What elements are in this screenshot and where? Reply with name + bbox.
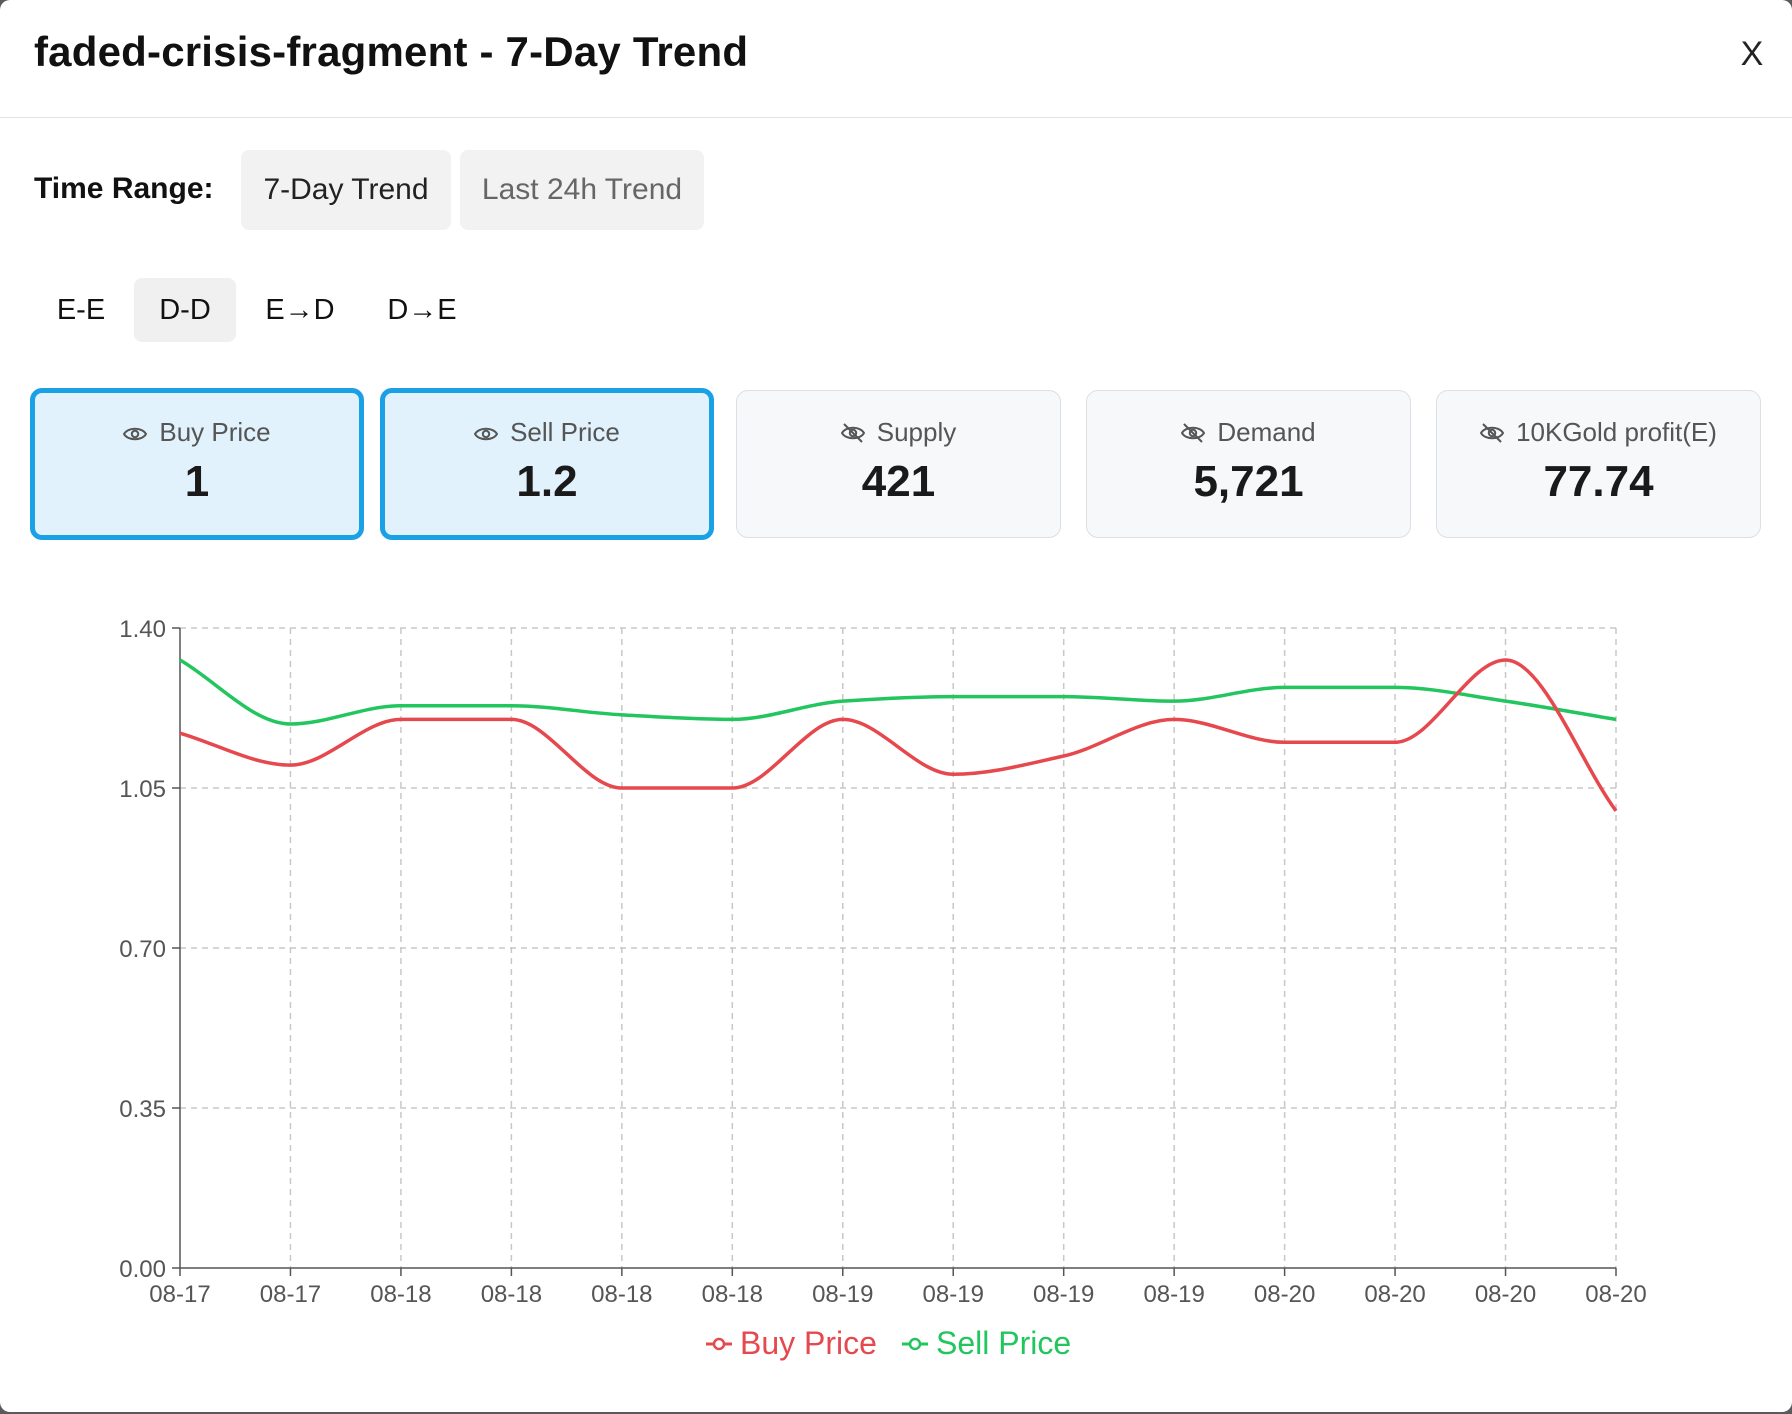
x-tick-label: 08-18: [481, 1281, 542, 1308]
eye-off-icon: [1479, 423, 1505, 443]
eye-icon: [473, 427, 499, 441]
legend-buy-price-label: Buy Price: [740, 1325, 877, 1361]
supply-card-label: Supply: [737, 417, 1060, 448]
x-tick-label: 08-19: [1033, 1281, 1094, 1308]
x-tick-label: 08-19: [812, 1281, 873, 1308]
y-tick-label: 0.00: [119, 1256, 166, 1283]
time-range-label: Time Range:: [34, 172, 214, 205]
x-tick-label: 08-20: [1254, 1281, 1315, 1308]
profit-label-text: 10KGold profit(E): [1516, 417, 1717, 447]
legend-sell-price-label: Sell Price: [936, 1325, 1071, 1361]
demand-card[interactable]: Demand 5,721: [1086, 390, 1411, 538]
sell-price-card[interactable]: Sell Price 1.2: [380, 388, 714, 540]
profit-card-label: 10KGold profit(E): [1437, 417, 1760, 448]
legend-sell-price[interactable]: Sell Price: [902, 1325, 1071, 1361]
buy-price-value: 1: [184, 457, 210, 506]
x-tick-label: 08-18: [702, 1281, 763, 1308]
y-tick-label: 0.35: [119, 1096, 166, 1123]
modal-title: faded-crisis-fragment - 7-Day Trend: [34, 28, 749, 75]
x-tick-label: 08-20: [1585, 1281, 1646, 1308]
mode-d-d-button[interactable]: D-D: [134, 278, 236, 342]
profit-card[interactable]: 10KGold profit(E) 77.74: [1436, 390, 1761, 538]
sell-price-line: [179, 658, 1617, 726]
demand-card-label: Demand: [1087, 417, 1410, 448]
x-tick-label: 08-17: [260, 1281, 321, 1308]
legend-buy-price[interactable]: Buy Price: [706, 1325, 877, 1361]
x-tick-label: 08-18: [370, 1281, 431, 1308]
buy-price-card[interactable]: Buy Price 1: [30, 388, 364, 540]
eye-off-icon: [1181, 423, 1206, 443]
x-tick-label: 08-18: [591, 1281, 652, 1308]
supply-label-text: Supply: [876, 417, 957, 447]
supply-value: 421: [861, 457, 936, 506]
modal-header: faded-crisis-fragment - 7-Day Trend X: [0, 0, 1792, 118]
y-tick-label: 1.05: [119, 776, 166, 803]
x-tick-label: 08-19: [923, 1281, 984, 1308]
price-trend-chart: 0.00 0.35 0.70 1.05 1.40 08-17 08-17 08-18 08-18…: [119, 616, 1646, 1361]
close-button[interactable]: X: [1740, 35, 1764, 73]
x-tick-label: 08-19: [1143, 1281, 1204, 1308]
sell-price-card-label: Sell Price: [385, 417, 709, 448]
range-7-day-button[interactable]: 7-Day Trend: [241, 150, 451, 230]
sell-price-label-text: Sell Price: [510, 417, 620, 447]
sell-price-value: 1.2: [516, 457, 578, 506]
legend-sell-price-marker-icon: [908, 1337, 922, 1351]
eye-icon: [123, 427, 148, 441]
demand-value: 5,721: [1193, 457, 1304, 506]
legend-buy-price-marker-icon: [712, 1337, 726, 1351]
buy-price-label-text: Buy Price: [159, 417, 271, 447]
x-tick-label: 08-17: [149, 1281, 210, 1308]
range-24h-button[interactable]: Last 24h Trend: [460, 150, 704, 230]
buy-price-line: [179, 658, 1618, 812]
supply-card[interactable]: Supply 421: [736, 390, 1061, 538]
eye-off-icon: [840, 423, 865, 443]
y-tick-label: 1.40: [119, 616, 166, 643]
mode-e-e-button[interactable]: E-E: [56, 294, 106, 326]
x-tick-label: 08-20: [1364, 1281, 1425, 1308]
mode-d-to-e-button[interactable]: D→E: [387, 294, 457, 326]
demand-label-text: Demand: [1217, 417, 1316, 447]
buy-price-card-label: Buy Price: [35, 417, 359, 448]
mode-e-to-d-button[interactable]: E→D: [265, 294, 335, 326]
x-tick-label: 08-20: [1475, 1281, 1536, 1308]
y-tick-label: 0.70: [119, 936, 166, 963]
profit-value: 77.74: [1543, 457, 1654, 506]
